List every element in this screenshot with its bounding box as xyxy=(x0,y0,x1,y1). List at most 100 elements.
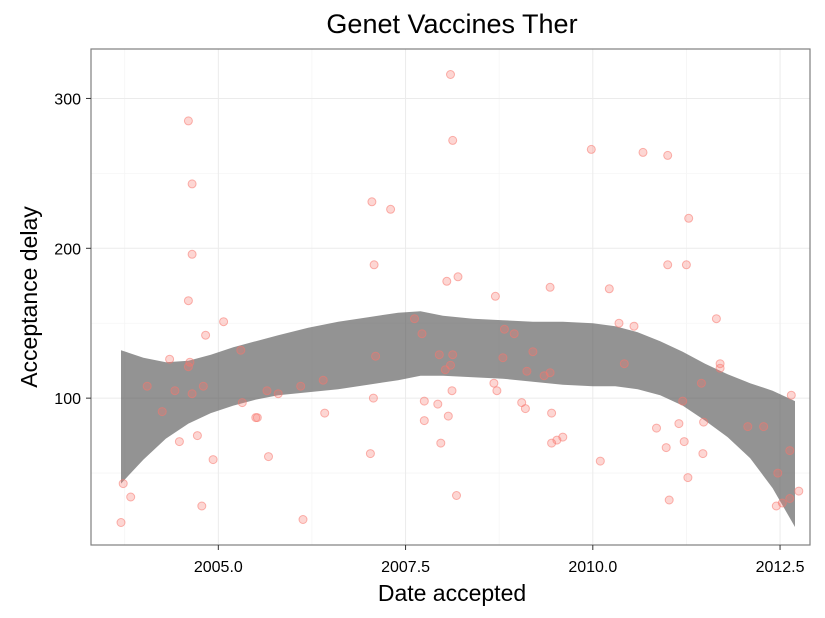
smooth-band-layer xyxy=(121,311,795,527)
plot-panel-border xyxy=(90,48,811,546)
smooth-confidence-band xyxy=(121,311,795,527)
data-point xyxy=(320,408,330,418)
data-point xyxy=(683,473,693,483)
data-point xyxy=(743,422,753,432)
data-point xyxy=(236,345,246,355)
data-point xyxy=(773,468,783,478)
data-point xyxy=(433,399,443,409)
grid-lines xyxy=(91,49,810,545)
data-point xyxy=(237,398,247,408)
data-point xyxy=(489,378,499,388)
data-point xyxy=(614,318,624,328)
y-tick-label: 100 xyxy=(54,391,81,408)
data-point xyxy=(318,375,328,385)
data-point xyxy=(446,360,455,370)
data-point xyxy=(490,291,500,301)
data-point xyxy=(192,431,202,441)
data-point xyxy=(595,456,605,466)
data-point xyxy=(619,359,629,369)
data-point xyxy=(419,396,429,406)
chart-title: Genet Vaccines Ther xyxy=(326,9,577,39)
data-point xyxy=(699,417,709,427)
data-point xyxy=(547,438,557,448)
data-point xyxy=(447,386,457,396)
data-point xyxy=(165,354,175,364)
data-point xyxy=(386,204,396,214)
data-point xyxy=(448,350,458,360)
data-point xyxy=(187,249,197,259)
data-point xyxy=(661,443,671,453)
data-point xyxy=(446,70,455,79)
data-point xyxy=(208,455,218,465)
data-point xyxy=(442,276,452,286)
data-point xyxy=(369,260,379,270)
data-point xyxy=(453,272,463,282)
data-point xyxy=(492,386,502,396)
data-point xyxy=(520,404,530,414)
data-point xyxy=(201,330,211,340)
data-point xyxy=(586,144,596,154)
axes: 2005.0 2007.5 2010.0 2012.5 100 200 300 xyxy=(54,91,804,576)
y-tick-label: 300 xyxy=(54,91,81,108)
data-point xyxy=(759,422,769,432)
data-point xyxy=(509,329,519,339)
data-point xyxy=(273,389,283,399)
data-point xyxy=(528,347,538,357)
data-point xyxy=(638,147,648,157)
data-point xyxy=(262,386,272,396)
data-point xyxy=(684,213,694,223)
x-tick-label: 2010.0 xyxy=(568,559,617,576)
data-point xyxy=(185,357,195,367)
data-point xyxy=(663,260,673,270)
data-point xyxy=(545,282,555,292)
x-tick-label: 2007.5 xyxy=(381,559,430,576)
data-point xyxy=(558,432,568,442)
data-point xyxy=(170,386,180,396)
data-point xyxy=(785,446,795,456)
x-tick-label: 2005.0 xyxy=(194,559,243,576)
data-point xyxy=(264,452,273,462)
y-tick-label: 200 xyxy=(54,241,81,258)
data-point xyxy=(174,437,184,447)
data-point xyxy=(219,317,229,327)
y-axis-label: Acceptance delay xyxy=(16,206,42,388)
data-point xyxy=(663,150,673,160)
data-point xyxy=(183,296,193,306)
data-point xyxy=(371,351,381,361)
data-point xyxy=(157,407,167,417)
data-point xyxy=(197,501,207,511)
data-point xyxy=(794,486,804,496)
x-tick-label: 2012.5 xyxy=(756,559,805,576)
data-point xyxy=(365,449,375,459)
data-point xyxy=(679,437,689,447)
data-point xyxy=(436,438,446,448)
data-point xyxy=(498,353,508,363)
data-point xyxy=(698,449,708,459)
data-point xyxy=(183,116,193,126)
data-point xyxy=(786,390,796,400)
data-point xyxy=(187,389,197,399)
data-point xyxy=(417,329,427,339)
data-point xyxy=(681,260,691,270)
data-point xyxy=(785,494,795,503)
data-point xyxy=(499,324,509,334)
x-axis-label: Date accepted xyxy=(378,580,526,606)
data-point xyxy=(443,411,453,421)
data-point xyxy=(419,416,429,426)
data-point xyxy=(116,518,126,527)
data-point xyxy=(522,366,532,376)
data-point xyxy=(448,135,458,145)
data-point xyxy=(652,423,661,433)
data-point xyxy=(410,314,419,324)
data-point xyxy=(452,491,461,500)
data-point xyxy=(434,350,444,360)
data-point xyxy=(547,408,557,418)
data-point xyxy=(198,381,208,391)
data-point xyxy=(777,498,787,508)
data-points-layer xyxy=(116,70,804,527)
data-point xyxy=(296,381,306,391)
data-point xyxy=(126,492,136,502)
data-point xyxy=(696,378,706,388)
data-point xyxy=(142,381,152,391)
